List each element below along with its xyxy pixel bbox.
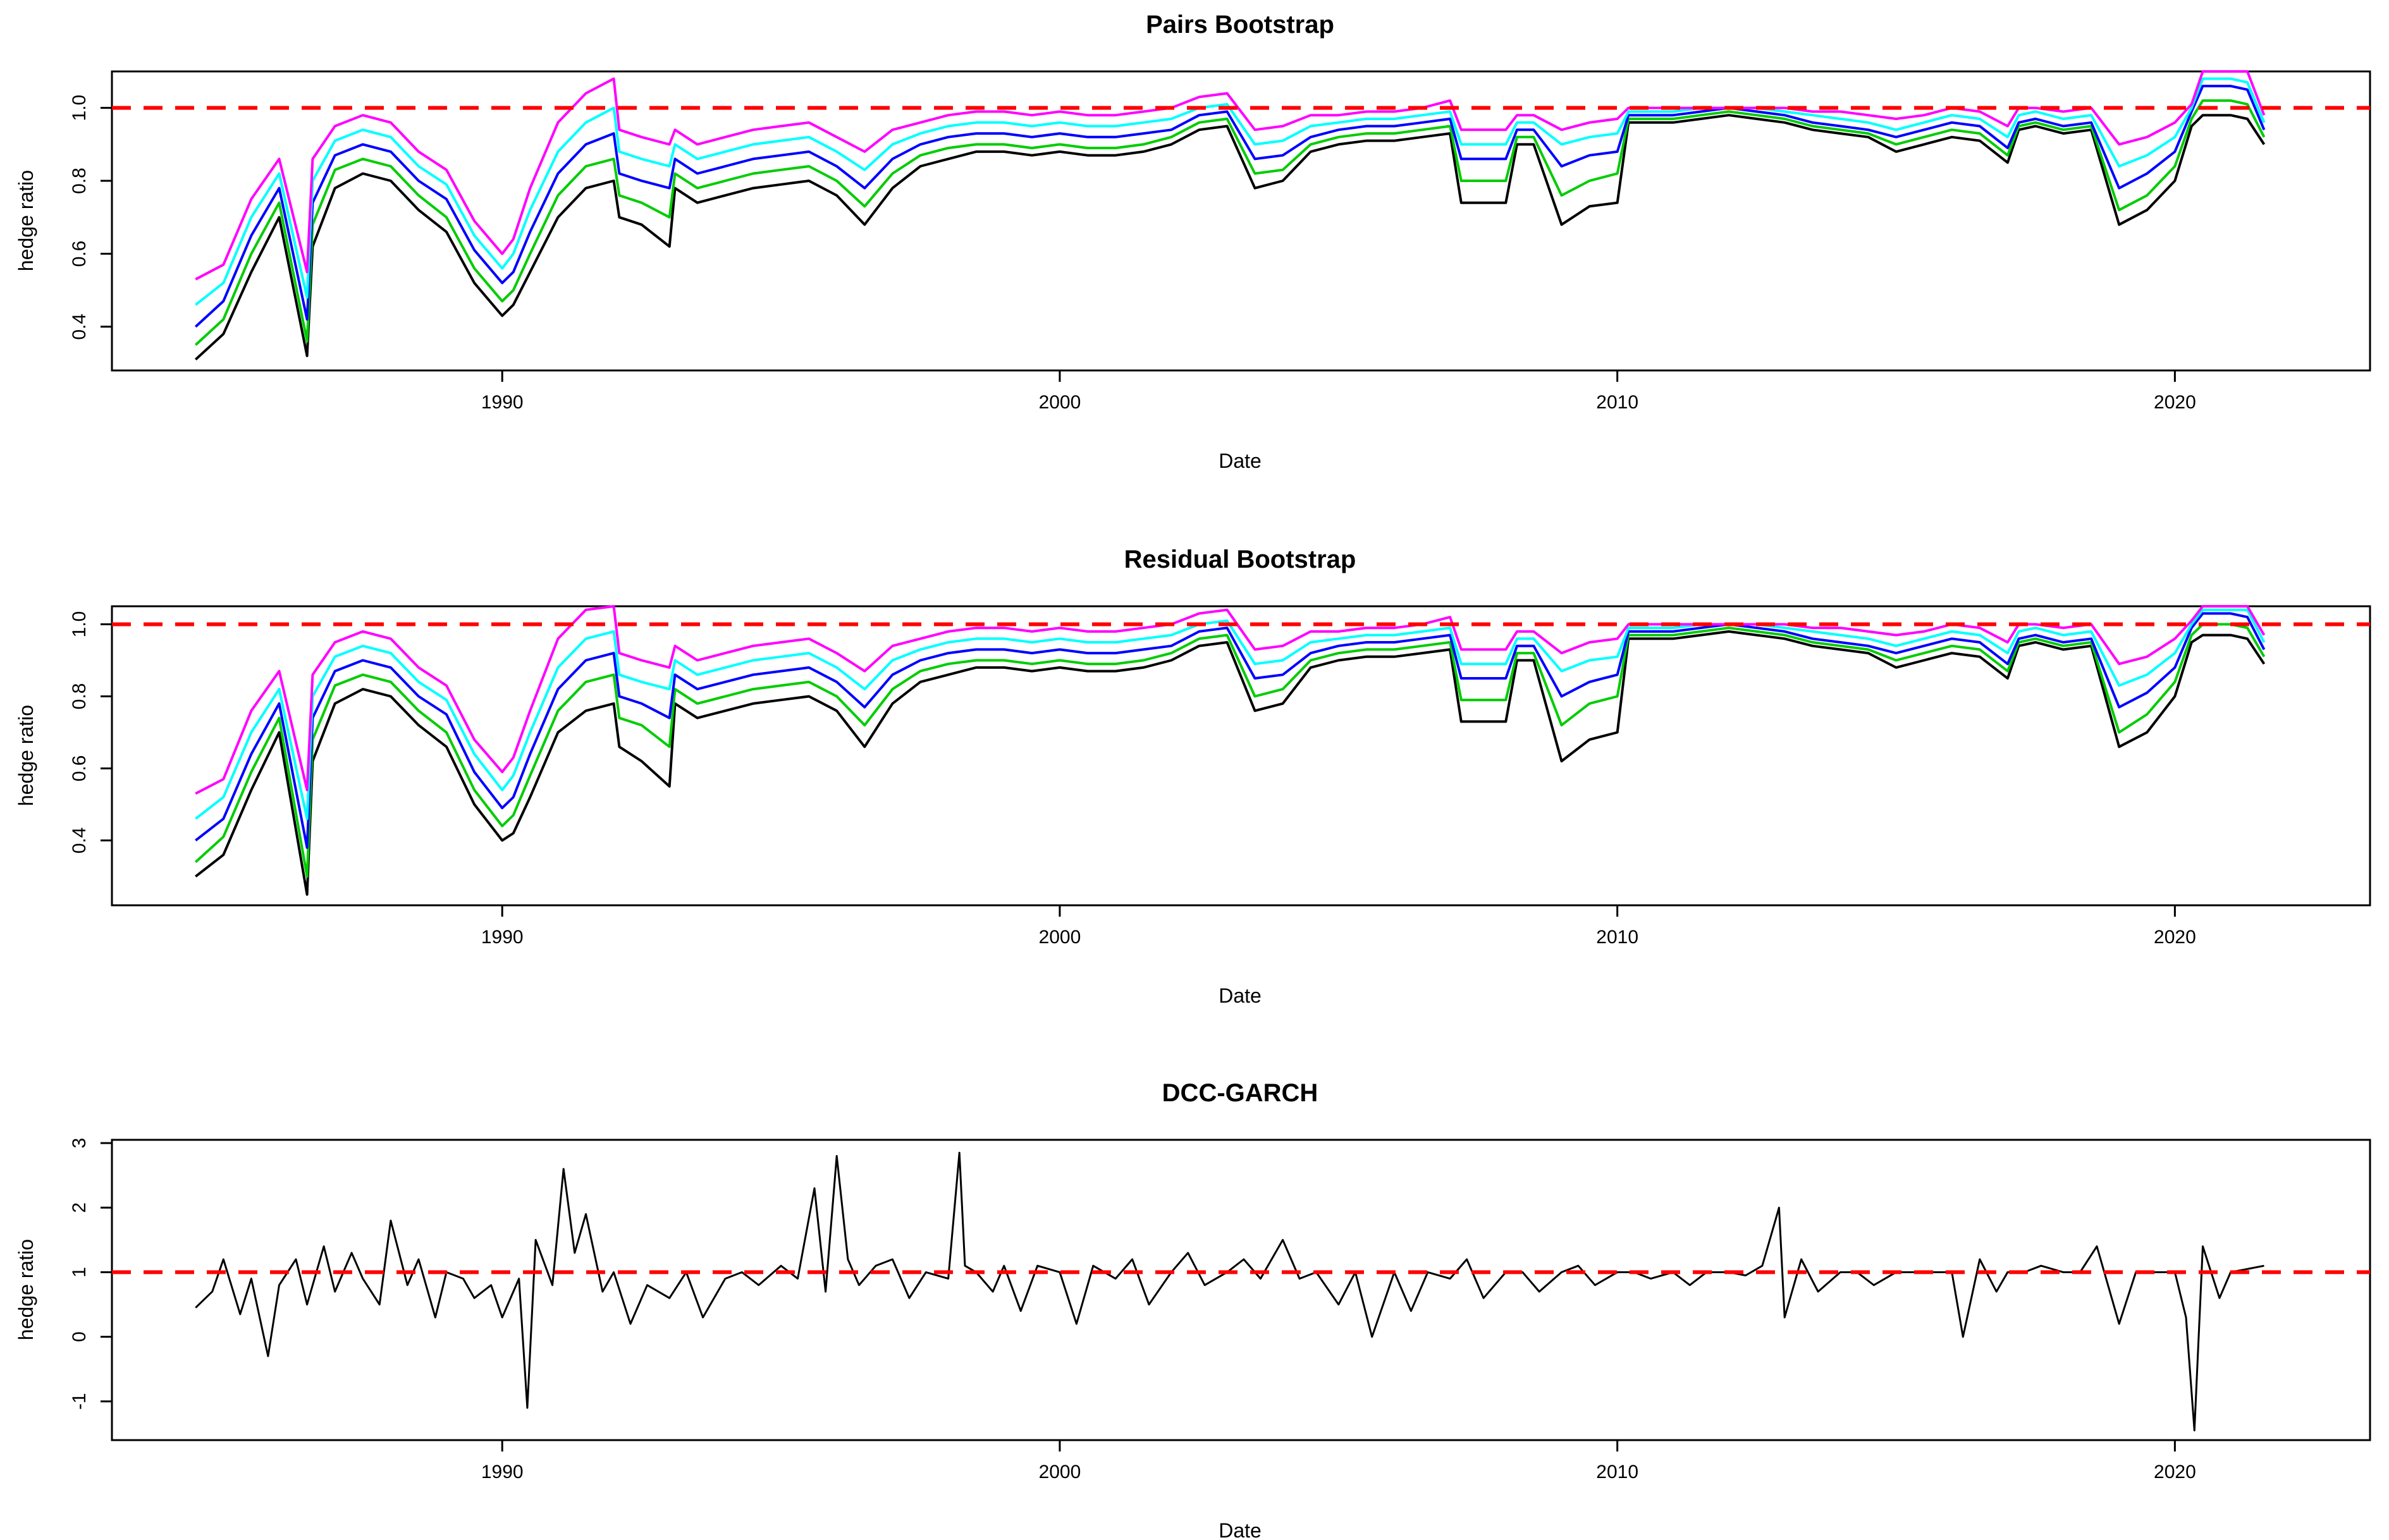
chart-title: Pairs Bootstrap (1146, 11, 1334, 39)
y-tick-label: -1 (69, 1393, 90, 1410)
series-line-4 (195, 77, 2266, 306)
y-axis-ticks: 0.4 0.6 0.8 1.0 (69, 95, 112, 340)
x-axis-label: Date (1219, 984, 1262, 1007)
y-tick-label: 0.8 (69, 683, 90, 710)
y-tick-label: 3 (69, 1138, 90, 1149)
x-tick-label: 1990 (481, 1462, 524, 1482)
x-axis-ticks: 1990 2000 2010 2020 (481, 1440, 2196, 1482)
x-tick-label: 2020 (2154, 927, 2196, 948)
chart-panel-residual-bootstrap: Residual Bootstrap 1990 2000 2010 2020 0.40… (15, 546, 2371, 1007)
series-line-3 (195, 612, 2266, 849)
chart-panel-pairs-bootstrap: Pairs Bootstrap 1990 2000 2010 2020 0.40.60… (15, 11, 2371, 472)
series-line-4 (195, 608, 2266, 821)
series-line-2 (194, 99, 2266, 346)
x-axis-ticks: 1990 2000 2010 2020 (481, 370, 2196, 413)
y-tick-label: 1 (69, 1267, 90, 1278)
x-axis-label: Date (1219, 449, 1262, 472)
x-tick-label: 2010 (1596, 392, 1638, 413)
series-line-2 (194, 623, 2266, 878)
x-tick-label: 1990 (481, 392, 524, 413)
x-tick-label: 1990 (481, 927, 524, 948)
x-tick-label: 2000 (1039, 927, 1081, 948)
y-tick-label: 1.0 (69, 611, 90, 638)
chart-title: DCC-GARCH (1162, 1079, 1318, 1107)
y-tick-label: 0.4 (69, 314, 90, 340)
y-axis-label: hedge ratio (15, 170, 37, 271)
series-line-1 (195, 630, 2266, 896)
y-axis-label: hedge ratio (15, 1239, 37, 1340)
y-tick-label: 1.0 (69, 95, 90, 121)
y-axis-ticks: -1 0 1 2 3 (69, 1138, 112, 1410)
x-tick-label: 2010 (1596, 927, 1638, 948)
y-tick-label: 0.6 (69, 755, 90, 782)
x-tick-label: 2020 (2154, 392, 2196, 413)
x-tick-label: 2000 (1039, 1462, 1081, 1482)
x-tick-label: 2010 (1596, 1462, 1638, 1482)
y-axis-label: hedge ratio (15, 705, 37, 806)
plot-marks (112, 70, 2370, 361)
y-tick-label: 2 (69, 1202, 90, 1213)
x-tick-label: 2020 (2154, 1462, 2196, 1482)
plot-marks (112, 1151, 2370, 1432)
plot-frame (111, 605, 2371, 907)
y-tick-label: 0.8 (69, 168, 90, 194)
plot-frame (111, 70, 2371, 372)
chart-panel-dcc-garch: DCC-GARCH 1990 2000 2010 2020 -1 0 1 2 3 Date h… (15, 1079, 2371, 1540)
x-axis-ticks: 1990 2000 2010 2020 (481, 905, 2196, 948)
y-tick-label: 0 (69, 1331, 90, 1342)
plot-frame (111, 1139, 2371, 1441)
y-tick-label: 0.4 (69, 828, 90, 854)
series-line-1 (194, 114, 2266, 361)
series-line-3 (194, 85, 2266, 328)
plot-marks (112, 605, 2370, 896)
y-tick-label: 0.6 (69, 241, 90, 267)
x-axis-label: Date (1219, 1519, 1262, 1540)
x-tick-label: 2000 (1039, 392, 1081, 413)
chart-title: Residual Bootstrap (1124, 546, 1356, 573)
y-axis-ticks: 0.4 0.6 0.8 1.0 (69, 611, 112, 854)
